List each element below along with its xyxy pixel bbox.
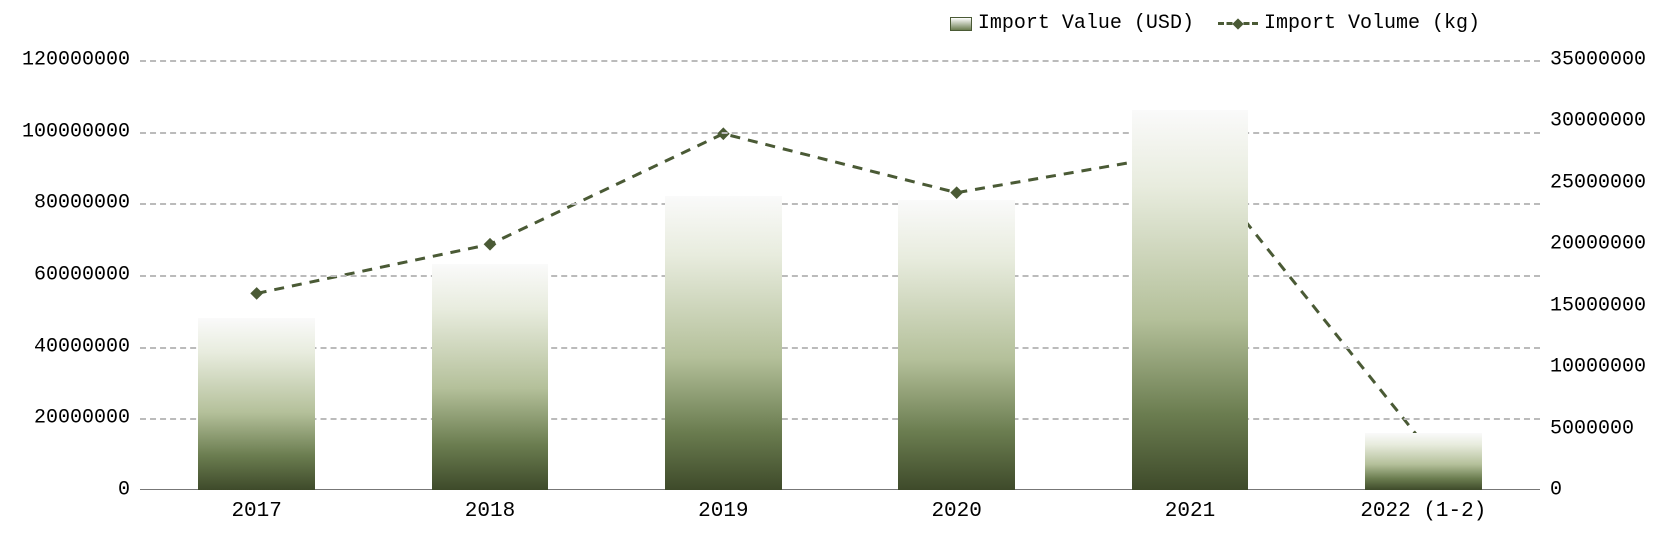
y-right-tick-label: 15000000 xyxy=(1550,294,1646,317)
y-right-tick-label: 25000000 xyxy=(1550,171,1646,194)
y-left-tick-label: 60000000 xyxy=(34,264,130,287)
line-marker-icon xyxy=(484,238,497,251)
line-marker-icon xyxy=(250,287,263,300)
bar xyxy=(1365,433,1482,490)
y-left-tick-label: 20000000 xyxy=(34,407,130,430)
legend-item-bar: Import Value (USD) xyxy=(950,12,1194,35)
x-category-label: 2017 xyxy=(231,500,281,523)
y-left-tick-label: 80000000 xyxy=(34,192,130,215)
y-left-tick-label: 100000000 xyxy=(22,120,130,143)
y-left-tick-label: 0 xyxy=(118,479,130,502)
plot-area: 0200000004000000060000000800000001000000… xyxy=(140,60,1540,490)
legend-line-label: Import Volume (kg) xyxy=(1264,12,1480,35)
gridline xyxy=(140,347,1540,349)
line-marker-icon xyxy=(950,186,963,199)
x-category-label: 2022 (1-2) xyxy=(1360,500,1486,523)
legend: Import Value (USD) Import Volume (kg) xyxy=(950,12,1480,35)
legend-line-swatch-icon xyxy=(1218,17,1258,31)
gridline xyxy=(140,60,1540,62)
gridline xyxy=(140,418,1540,420)
y-left-tick-label: 40000000 xyxy=(34,335,130,358)
y-right-tick-label: 10000000 xyxy=(1550,356,1646,379)
x-category-label: 2021 xyxy=(1165,500,1215,523)
y-right-tick-label: 20000000 xyxy=(1550,233,1646,256)
gridline xyxy=(140,203,1540,205)
legend-item-line: Import Volume (kg) xyxy=(1218,12,1480,35)
x-category-label: 2020 xyxy=(931,500,981,523)
chart-container: Import Value (USD) Import Volume (kg) 02… xyxy=(0,0,1665,551)
gridline xyxy=(140,132,1540,134)
gridline xyxy=(140,275,1540,277)
x-category-label: 2018 xyxy=(465,500,515,523)
y-right-tick-label: 0 xyxy=(1550,479,1562,502)
bar xyxy=(432,264,549,490)
bar xyxy=(198,318,315,490)
bar xyxy=(898,200,1015,490)
y-right-tick-label: 30000000 xyxy=(1550,110,1646,133)
x-category-label: 2019 xyxy=(698,500,748,523)
y-right-tick-label: 5000000 xyxy=(1550,417,1634,440)
legend-bar-label: Import Value (USD) xyxy=(978,12,1194,35)
bar xyxy=(665,196,782,490)
y-left-tick-label: 120000000 xyxy=(22,49,130,72)
y-right-tick-label: 35000000 xyxy=(1550,49,1646,72)
legend-bar-swatch-icon xyxy=(950,17,972,31)
bar xyxy=(1132,110,1249,490)
line-marker-icon xyxy=(717,127,730,140)
